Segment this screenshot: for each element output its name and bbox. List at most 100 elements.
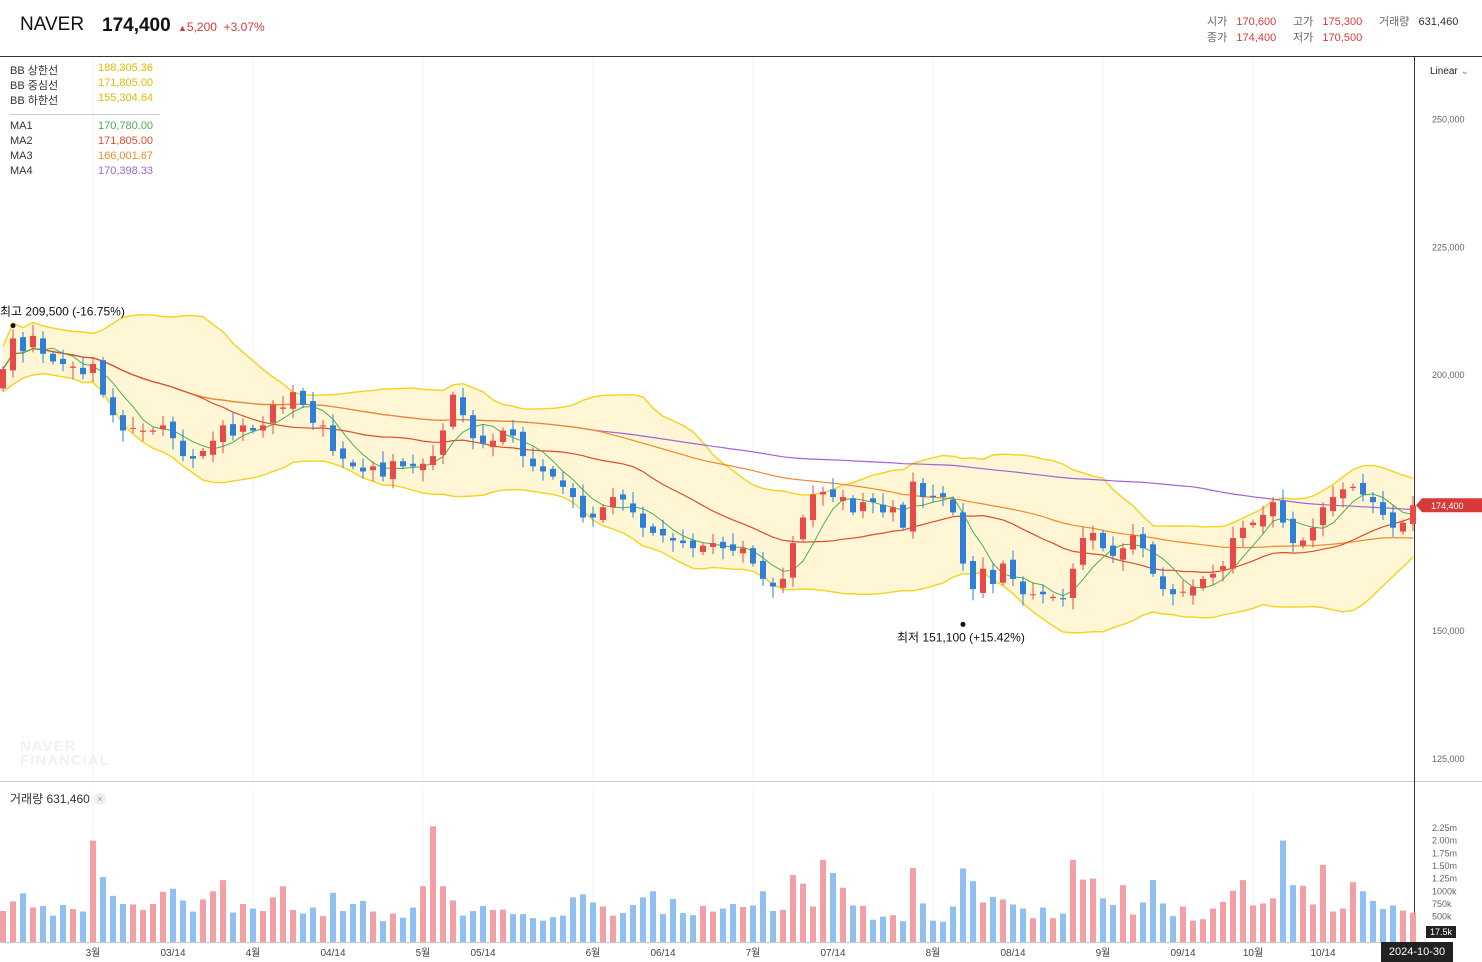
candle [1140,526,1146,558]
x-tick-label: 08/14 [1000,948,1025,959]
candle [1040,584,1046,604]
candle-body [810,494,816,521]
candle-body [510,429,516,436]
candle-body [800,517,806,540]
volume-bar [260,911,266,942]
volume-bar [1280,840,1286,942]
volume-bar [980,902,986,942]
bollinger-band-area [3,314,1413,633]
high-annotation: 최고 209,500 (-16.75%) [0,305,125,319]
candle [420,458,426,482]
volume-bar [120,903,126,942]
candle [1060,588,1066,607]
candle [860,492,866,519]
candle [300,387,306,408]
candle [230,412,236,441]
candle [670,532,676,552]
up-triangle-icon: ▲ [178,23,187,33]
candle [1280,489,1286,528]
candle-body [910,481,916,532]
candle-body [920,482,926,498]
volume-bar [320,916,326,942]
candle-body [250,427,256,431]
volume-bar [850,905,856,942]
candle-body [1060,598,1066,600]
x-tick-label: 7월 [746,947,761,959]
candle [600,504,606,524]
candle [910,472,916,539]
candle-body [1140,534,1146,549]
volume-bar [590,902,596,942]
candle-body [730,544,736,551]
ohlc-close-label: 종가 [1207,32,1228,44]
candle-body [540,466,546,472]
close-icon[interactable]: × [93,793,106,805]
volume-bar [920,903,926,942]
candle-body [550,468,556,477]
price-change-value: 5,200 [186,20,217,34]
candle [210,431,216,462]
candle-body [280,407,286,409]
candle-body [1310,527,1316,541]
volume-bar [1230,890,1236,942]
volume-bar [170,888,176,942]
candle [130,416,136,434]
candle-body [1290,518,1296,544]
candle [330,414,336,457]
volume-bar [480,905,486,942]
volume-bar [440,886,446,942]
volume-label-text: 거래량 631,460 [10,792,90,806]
volume-bar [690,915,696,942]
candle [1130,524,1136,555]
candle-body [40,338,46,354]
volume-bar [660,914,666,942]
volume-tick-label: 750k [1432,899,1452,909]
candle-body [960,512,966,564]
candle [980,557,986,599]
candle-body [310,401,316,423]
volume-bar [1250,905,1256,942]
candle [1370,491,1376,514]
candle [180,429,186,462]
candle [30,324,36,353]
candle-body [1400,522,1406,532]
legend-value: 155,304.64 [98,92,154,104]
volume-bar [580,894,586,942]
volume-bar [1060,913,1066,942]
candle-body [880,504,886,513]
volume-bar [1290,885,1296,942]
candle [1410,496,1416,532]
candle-body [740,548,746,554]
legend-name: MA1 [10,120,33,132]
ohlc-high-label: 고가 [1293,16,1314,28]
candle [370,461,376,482]
candle-body [670,537,676,541]
candles [0,324,1416,610]
volume-bar [1220,901,1226,942]
volume-bar [600,906,606,942]
volume-bar [20,893,26,942]
legend-name: BB 하한선 [10,95,59,107]
y-tick-label: 250,000 [1432,114,1465,124]
candle [250,424,256,434]
volume-tick-label: 500k [1432,912,1452,922]
candle-body [1220,566,1226,570]
low-annotation: 최저 151,100 (+15.42%) [897,630,1025,644]
candle-body [1000,563,1006,583]
candle-body [1010,559,1016,579]
candle-body [1120,548,1126,560]
scale-mode-button[interactable]: Linear ⌄ [1430,66,1469,77]
header-bar: NAVER 174,400 ▲5,200 +3.07% 시가 170,600 고… [0,0,1482,57]
volume-bar [330,892,336,942]
candle-body [560,480,566,487]
candle [580,484,586,523]
volume-bar [380,921,386,942]
volume-bar [830,873,836,942]
volume-bar [490,910,496,942]
candle [930,484,936,503]
x-tick-label: 6월 [586,947,601,959]
candle [1240,520,1246,548]
ohlc-close: 종가 174,400 [1207,29,1276,45]
volume-bar [650,891,656,942]
